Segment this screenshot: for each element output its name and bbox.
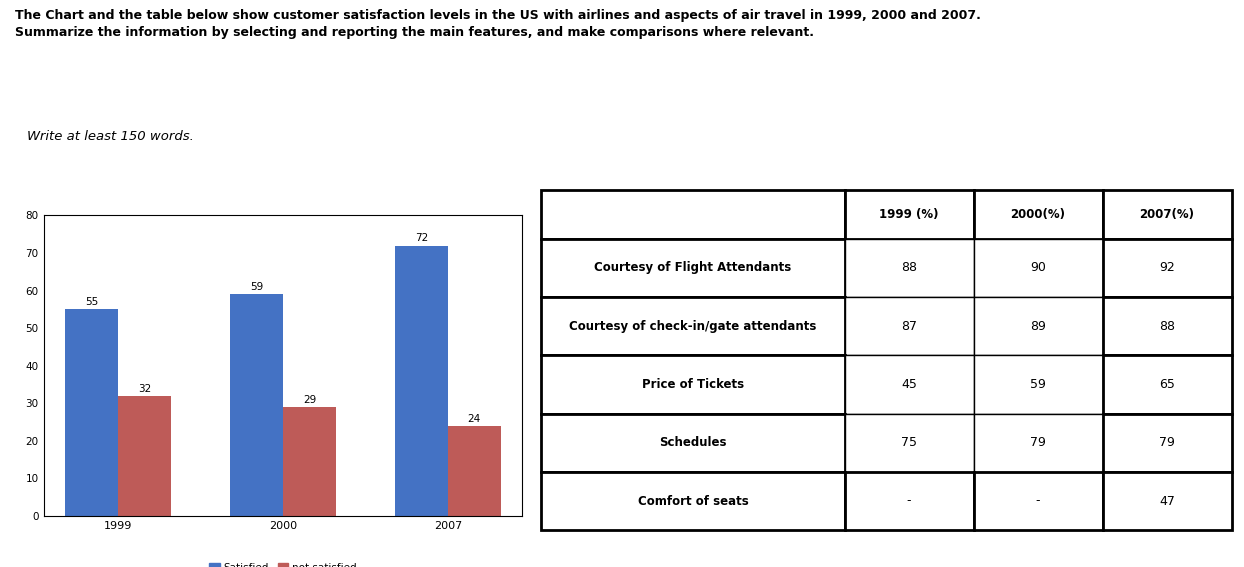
Bar xyxy=(118,396,170,516)
Bar xyxy=(448,426,500,516)
Bar xyxy=(396,246,448,516)
Text: Write at least 150 words.: Write at least 150 words. xyxy=(27,130,194,143)
Text: 55: 55 xyxy=(85,297,98,307)
Text: The Chart and the table below show customer satisfaction levels in the US with a: The Chart and the table below show custo… xyxy=(15,9,980,39)
Bar xyxy=(65,310,118,516)
Legend: Satisfied, not satisfied: Satisfied, not satisfied xyxy=(205,558,361,567)
Bar xyxy=(282,407,336,516)
Text: 59: 59 xyxy=(250,282,264,292)
Text: 24: 24 xyxy=(468,413,481,424)
Bar xyxy=(230,294,284,516)
Text: 32: 32 xyxy=(138,383,151,393)
Text: 29: 29 xyxy=(302,395,316,405)
Text: 72: 72 xyxy=(415,233,428,243)
